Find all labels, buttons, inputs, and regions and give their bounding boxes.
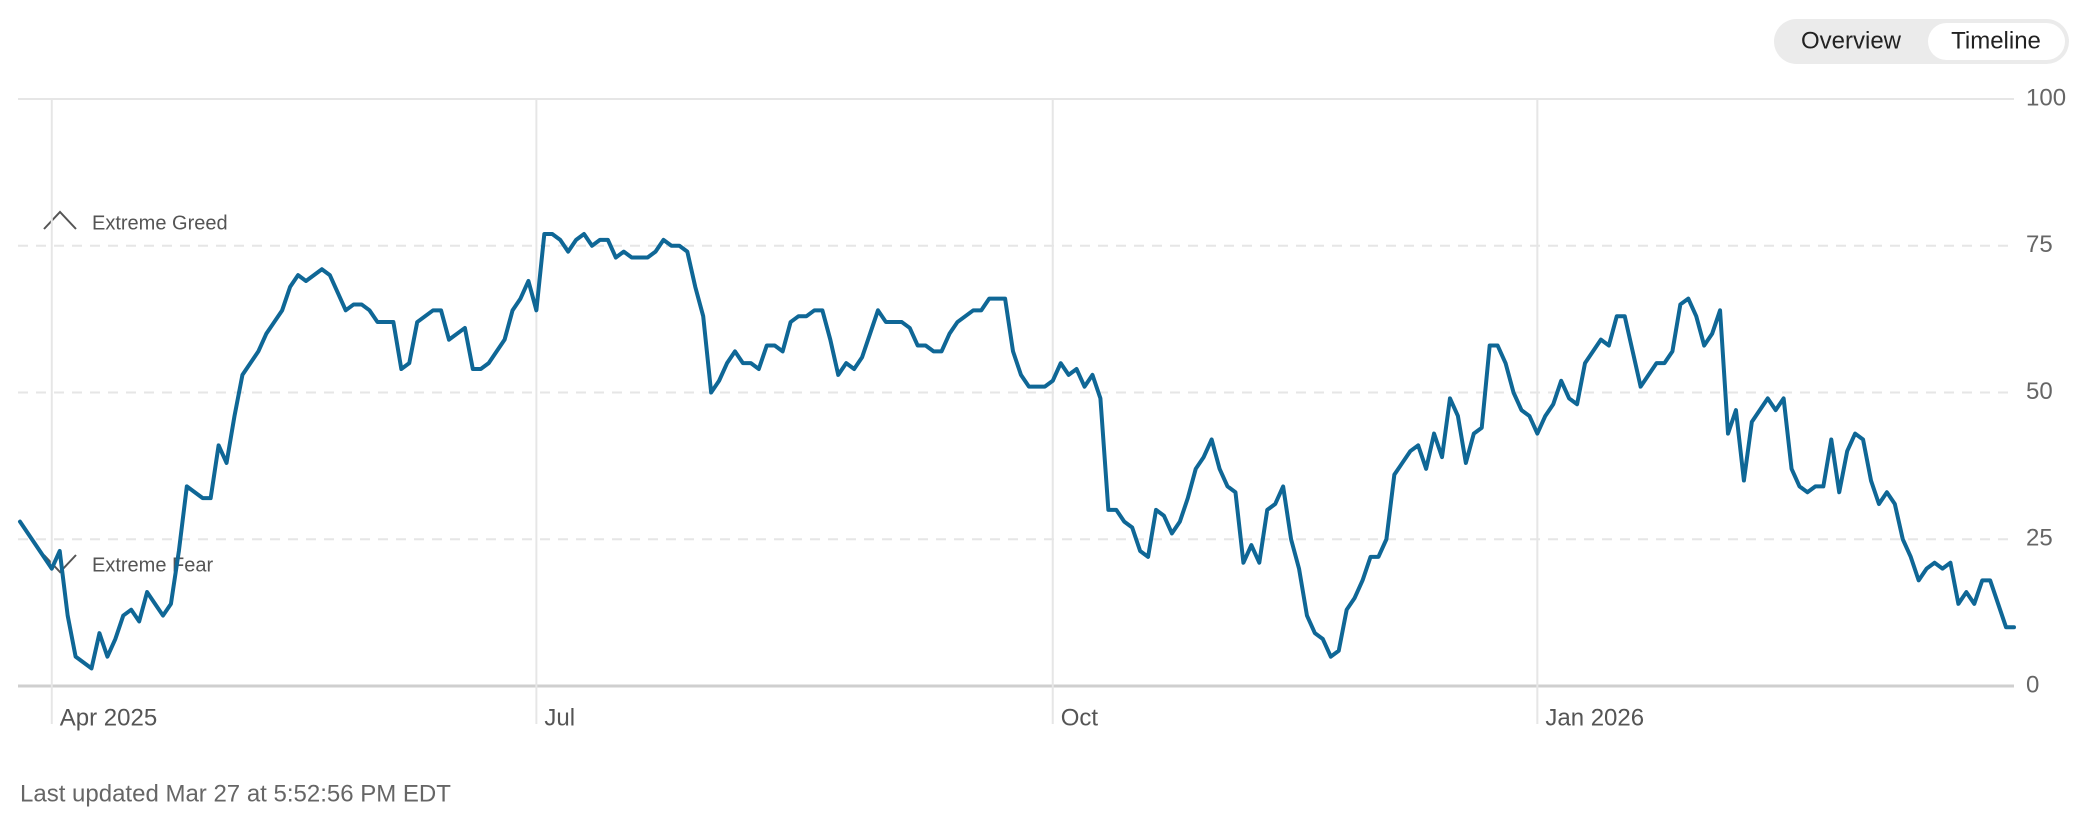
- series-line: [18, 232, 2016, 671]
- x-tick-label: Apr 2025: [60, 704, 157, 731]
- x-tick-label: Jul: [544, 704, 575, 731]
- x-tick-label: Jan 2026: [1545, 704, 1644, 731]
- y-tick-label: 0: [2026, 671, 2039, 698]
- toggle-overview[interactable]: Overview: [1801, 27, 1902, 54]
- y-tick-label: 50: [2026, 378, 2053, 405]
- x-tick-label: Oct: [1061, 704, 1099, 731]
- annotation: Extreme Greed: [92, 212, 228, 234]
- y-tick-label: 75: [2026, 231, 2053, 258]
- toggle-selected: [1928, 23, 2065, 60]
- greed-icon: [43, 210, 77, 230]
- annotation: Extreme Fear: [92, 554, 213, 576]
- y-tick-label: 100: [2026, 84, 2066, 111]
- footer: Last updated Mar 27 at 5:52:56 PM EDT: [20, 780, 451, 807]
- fear-icon: [43, 554, 77, 574]
- y-tick-label: 25: [2026, 525, 2053, 552]
- toggle-timeline[interactable]: Timeline: [1951, 27, 2041, 54]
